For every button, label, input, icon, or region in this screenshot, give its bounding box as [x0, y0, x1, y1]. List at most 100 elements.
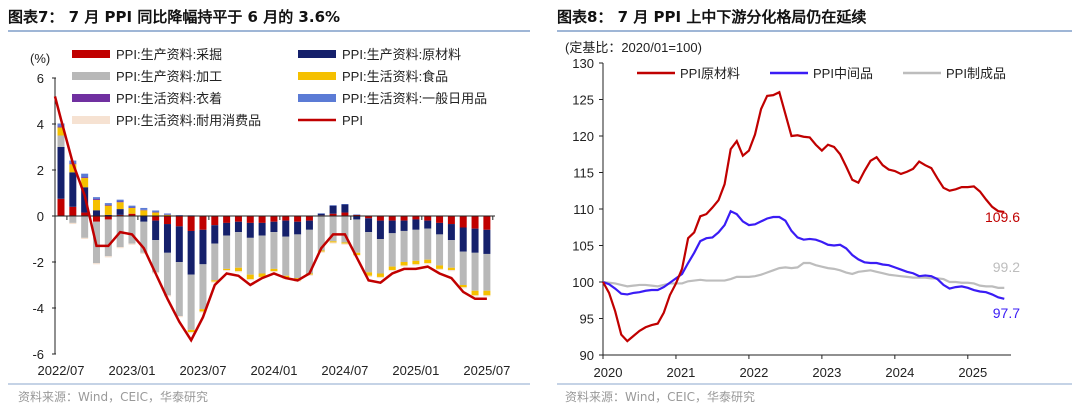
bar-segment — [81, 177, 89, 179]
y-tick-label: 115 — [573, 166, 594, 181]
bar-segment — [341, 204, 349, 213]
series-line — [602, 90, 1005, 343]
bar-segment — [234, 267, 242, 272]
bar-segment — [116, 214, 124, 216]
bar-segment — [459, 285, 467, 288]
y-tick-label: -2 — [32, 255, 44, 270]
bar-segment — [199, 264, 207, 310]
bar-segment — [69, 164, 77, 173]
bar-segment — [447, 267, 455, 271]
bar-segment — [376, 220, 384, 239]
legend-label: PPI:生产资料:原材料 — [342, 47, 461, 62]
bar-segment — [152, 240, 160, 273]
x-tick-label: 2023/07 — [179, 363, 226, 378]
bar-segment — [223, 270, 231, 272]
bar-segment — [246, 274, 254, 280]
bar-segment — [246, 279, 254, 281]
bar-segment — [483, 216, 491, 230]
bar-segment — [388, 216, 396, 221]
bar-segment — [187, 216, 195, 231]
bar-segment — [305, 274, 313, 276]
legend-swatch — [72, 94, 110, 102]
bar-segment — [175, 316, 183, 318]
bar-segment — [57, 147, 65, 199]
bar-segment — [128, 205, 136, 208]
y-tick-label: 90 — [580, 348, 594, 363]
bar-segment — [341, 242, 349, 244]
legend-swatch — [298, 94, 336, 102]
bar-segment — [104, 216, 112, 220]
bar-segment — [69, 216, 77, 223]
bar-segment — [353, 216, 361, 220]
bar-segment — [365, 216, 373, 219]
bar-segment — [81, 212, 89, 216]
y-tick-label: -6 — [32, 347, 44, 362]
bar-segment — [187, 329, 195, 333]
bar-segment — [104, 256, 112, 258]
bar-segment — [376, 276, 384, 279]
bar-segment — [175, 216, 183, 227]
legend-swatch — [298, 50, 336, 58]
bar-segment — [57, 123, 65, 127]
y-tick-label: 100 — [572, 275, 594, 290]
bar-segment — [282, 236, 290, 276]
bar-segment — [104, 203, 112, 205]
bar-segment — [270, 271, 278, 273]
bar-segment — [483, 229, 491, 254]
bar-segment — [104, 205, 112, 215]
bar-segment — [199, 311, 207, 313]
legend-label: PPI:生活资料:食品 — [342, 69, 448, 84]
bar-segment — [459, 216, 467, 228]
legend-label: PPI — [342, 113, 363, 128]
bar-segment — [282, 216, 290, 221]
y-axis-unit: (%) — [30, 51, 50, 66]
bar-segment — [81, 237, 89, 239]
bar-segment — [483, 253, 491, 291]
bar-segment — [199, 229, 207, 265]
y-tick-label: 2 — [37, 163, 44, 178]
bar-segment — [140, 207, 148, 210]
legend-swatch — [72, 72, 110, 80]
right-source-divider — [557, 383, 1072, 385]
bar-segment — [104, 214, 112, 216]
bar-segment — [199, 309, 207, 312]
bar-segment — [483, 295, 491, 297]
bar-segment — [81, 178, 89, 188]
bar-segment — [341, 216, 349, 243]
bar-segment — [353, 214, 361, 216]
x-tick-label: 2024/07 — [321, 363, 368, 378]
bar-segment — [412, 219, 420, 230]
y-axis-unit: (定基比：2020/01=100) — [565, 40, 702, 55]
bar-segment — [234, 216, 242, 222]
bar-segment — [305, 229, 313, 274]
bar-segment — [140, 216, 148, 222]
bar-segment — [317, 251, 325, 253]
bar-segment — [128, 243, 136, 245]
bar-segment — [376, 273, 384, 277]
y-tick-label: 6 — [37, 71, 44, 86]
bar-segment — [211, 216, 219, 226]
bar-segment — [400, 262, 408, 266]
bar-segment — [376, 239, 384, 274]
bar-segment — [246, 216, 254, 223]
legend-label: PPI:生产资料:采掘 — [116, 47, 222, 62]
bar-segment — [211, 280, 219, 282]
bar-segment — [140, 252, 148, 254]
bar-segment — [459, 287, 467, 289]
right-chart-title: 图表8： 7 月 PPI 上中下游分化格局仍在延续 — [557, 8, 867, 26]
bar-segment — [81, 173, 89, 178]
bar-segment — [353, 219, 361, 253]
bar-segment — [424, 216, 432, 221]
bar-segment — [447, 216, 455, 225]
left-source: 资料来源：Wind，CEIC，华泰研究 — [18, 390, 209, 404]
bar-segment — [341, 243, 349, 245]
bar-segment — [412, 216, 420, 220]
bar-segment — [223, 216, 231, 223]
bar-segment — [258, 235, 266, 274]
legend-swatch — [298, 72, 336, 80]
bar-segment — [57, 198, 65, 216]
bar-segment — [471, 290, 479, 296]
bar-segment — [211, 243, 219, 281]
bar-segment — [57, 127, 65, 136]
bar-segment — [116, 201, 124, 203]
